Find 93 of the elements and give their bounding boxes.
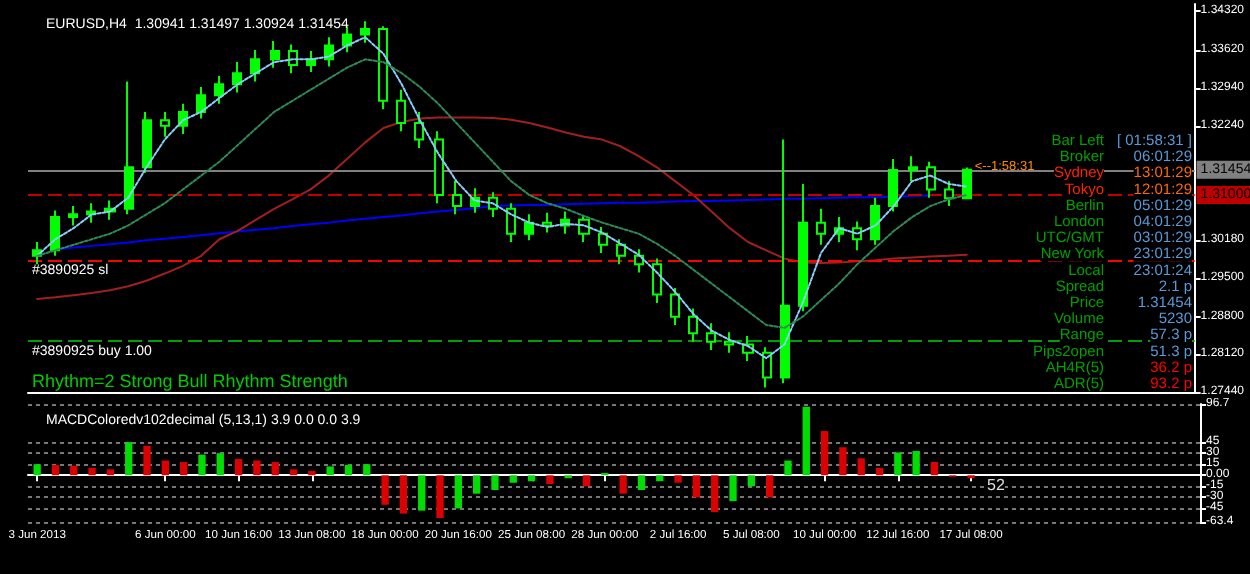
candlestick <box>306 50 316 74</box>
bar <box>436 475 444 519</box>
bar <box>344 464 353 476</box>
bar <box>692 475 701 498</box>
candlestick <box>926 160 936 199</box>
candlestick <box>434 130 444 205</box>
candlestick <box>360 20 370 44</box>
bar <box>418 475 426 511</box>
bar <box>765 475 774 498</box>
bar <box>857 458 865 476</box>
bar <box>33 464 41 476</box>
candlestick <box>870 196 880 246</box>
bar <box>784 460 792 476</box>
bar <box>820 431 829 476</box>
bar <box>106 469 115 476</box>
candlestick <box>670 286 680 327</box>
candlestick <box>780 138 790 385</box>
candlestick <box>414 110 424 149</box>
candlestick <box>908 155 918 183</box>
candlestick <box>724 331 734 354</box>
candlestick <box>270 40 280 69</box>
candlestick <box>288 43 298 75</box>
candlestick <box>962 166 972 201</box>
candlestick <box>214 74 224 105</box>
bar <box>51 464 60 476</box>
bar <box>198 454 206 476</box>
annotation: 52 <box>987 476 1006 495</box>
candlestick <box>124 80 134 216</box>
candlestick <box>616 238 626 266</box>
bar <box>88 467 96 476</box>
candlestick <box>342 25 352 54</box>
line-series <box>36 116 968 301</box>
bar <box>619 475 627 494</box>
candlestick <box>50 209 60 257</box>
bar <box>70 465 78 476</box>
bar <box>143 445 151 476</box>
bar <box>289 469 298 476</box>
bar <box>729 475 737 502</box>
bar <box>271 462 279 476</box>
candlestick <box>816 207 826 246</box>
bar <box>711 475 719 513</box>
bar <box>930 462 939 476</box>
candlestick <box>944 180 954 208</box>
annotation: Rhythm=2 Strong Bull Rhythm Strength <box>32 371 348 391</box>
candlestick <box>688 307 698 343</box>
bar <box>637 475 646 491</box>
bar <box>234 459 243 476</box>
bar <box>546 475 554 485</box>
candlestick <box>250 48 260 83</box>
candlestick <box>762 346 772 389</box>
candlestick <box>652 257 662 304</box>
candlestick <box>506 202 516 243</box>
candlestick <box>888 157 898 213</box>
bar <box>509 475 517 483</box>
candlestick <box>142 110 152 174</box>
bar <box>875 467 884 476</box>
bar <box>491 475 499 491</box>
bar <box>582 475 591 487</box>
bar <box>326 466 334 476</box>
candlestick <box>160 110 170 138</box>
bar <box>912 450 920 476</box>
candlestick <box>86 202 96 224</box>
bar <box>656 475 664 482</box>
bar <box>363 464 371 476</box>
candlestick <box>396 88 406 133</box>
candlestick <box>196 86 206 120</box>
candlestick <box>634 248 644 274</box>
candlestick <box>68 205 78 227</box>
candlestick <box>798 182 808 313</box>
bar <box>381 475 389 505</box>
candlestick <box>524 213 534 242</box>
bar <box>399 475 408 514</box>
bar <box>216 453 224 476</box>
bar <box>125 442 133 476</box>
bar <box>472 475 481 494</box>
line-series <box>36 36 968 360</box>
candlestick <box>598 226 608 255</box>
candlestick <box>232 61 242 94</box>
bar <box>454 475 463 509</box>
bar <box>527 475 536 482</box>
bar <box>894 452 902 476</box>
bar <box>179 462 188 476</box>
line-series <box>54 194 932 251</box>
bar <box>839 447 847 476</box>
bar <box>161 460 170 476</box>
bar <box>802 406 810 476</box>
candlestick <box>542 211 552 234</box>
candlestick <box>378 25 388 111</box>
candlestick <box>452 180 462 216</box>
bar <box>253 460 261 476</box>
line-series <box>36 58 968 329</box>
bar <box>308 470 316 476</box>
candlestick <box>706 322 716 351</box>
